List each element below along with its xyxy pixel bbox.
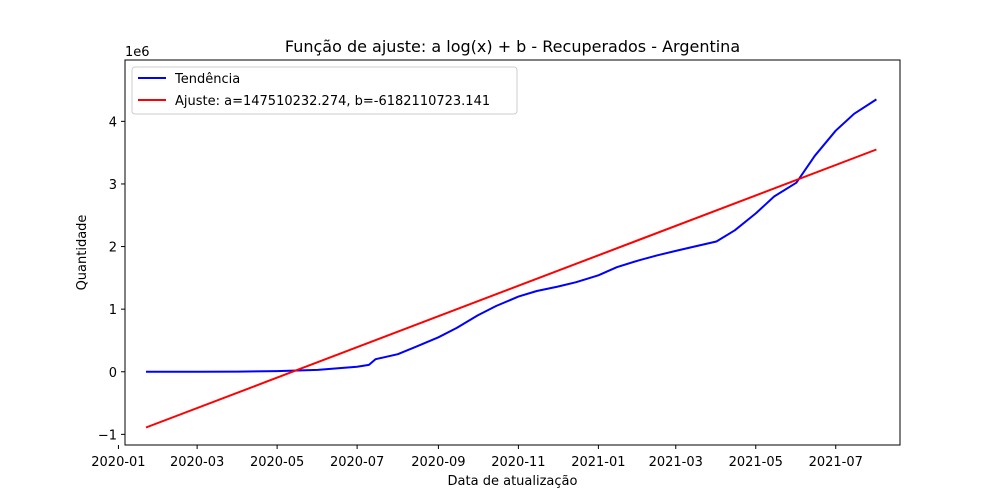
- plot-area: [124, 59, 901, 446]
- x-tick-label: 2020-07: [330, 455, 384, 470]
- x-tick-label: 2021-01: [571, 455, 625, 470]
- y-tick-label: 2: [109, 241, 117, 256]
- series-line-fit: [145, 148, 877, 429]
- x-tick-label: 2020-03: [170, 455, 224, 470]
- x-tick-label: 2021-03: [649, 455, 703, 470]
- y-tick-label: 0: [109, 366, 117, 381]
- x-axis-ticks: 2020-01 2020-03 2020-05 2020-07 2020-09 2020-…: [91, 445, 863, 470]
- x-tick-label: 2021-05: [729, 455, 783, 470]
- x-tick-label: 2020-05: [250, 455, 304, 470]
- legend-label-trend: Tendência: [174, 72, 240, 87]
- legend: Tendência Ajuste: a=147510232.274, b=-61…: [131, 66, 518, 115]
- x-tick-label: 2020-01: [91, 455, 145, 470]
- series-line-trend: [146, 98, 877, 373]
- x-tick-label: 2020-11: [491, 455, 545, 470]
- legend-label-fit: Ajuste: a=147510232.274, b=-6182110723.1…: [175, 94, 490, 109]
- series-layer: [145, 98, 877, 429]
- legend-box: [131, 66, 518, 115]
- y-tick-label: −1: [98, 428, 117, 443]
- y-axis-label: Quantidade: [75, 215, 90, 291]
- chart-title: Função de ajuste: a log(x) + b - Recuper…: [285, 37, 740, 56]
- x-tick-label: 2021-07: [809, 455, 863, 470]
- y-axis-ticks: −1 0 1 2 3 4: [98, 115, 125, 443]
- x-axis-label: Data de atualização: [448, 474, 578, 489]
- y-tick-label: 1: [109, 303, 117, 318]
- y-tick-label: 4: [109, 115, 117, 130]
- x-tick-label: 2020-09: [411, 455, 465, 470]
- y-tick-label: 3: [109, 178, 117, 193]
- y-offset-label: 1e6: [125, 45, 150, 60]
